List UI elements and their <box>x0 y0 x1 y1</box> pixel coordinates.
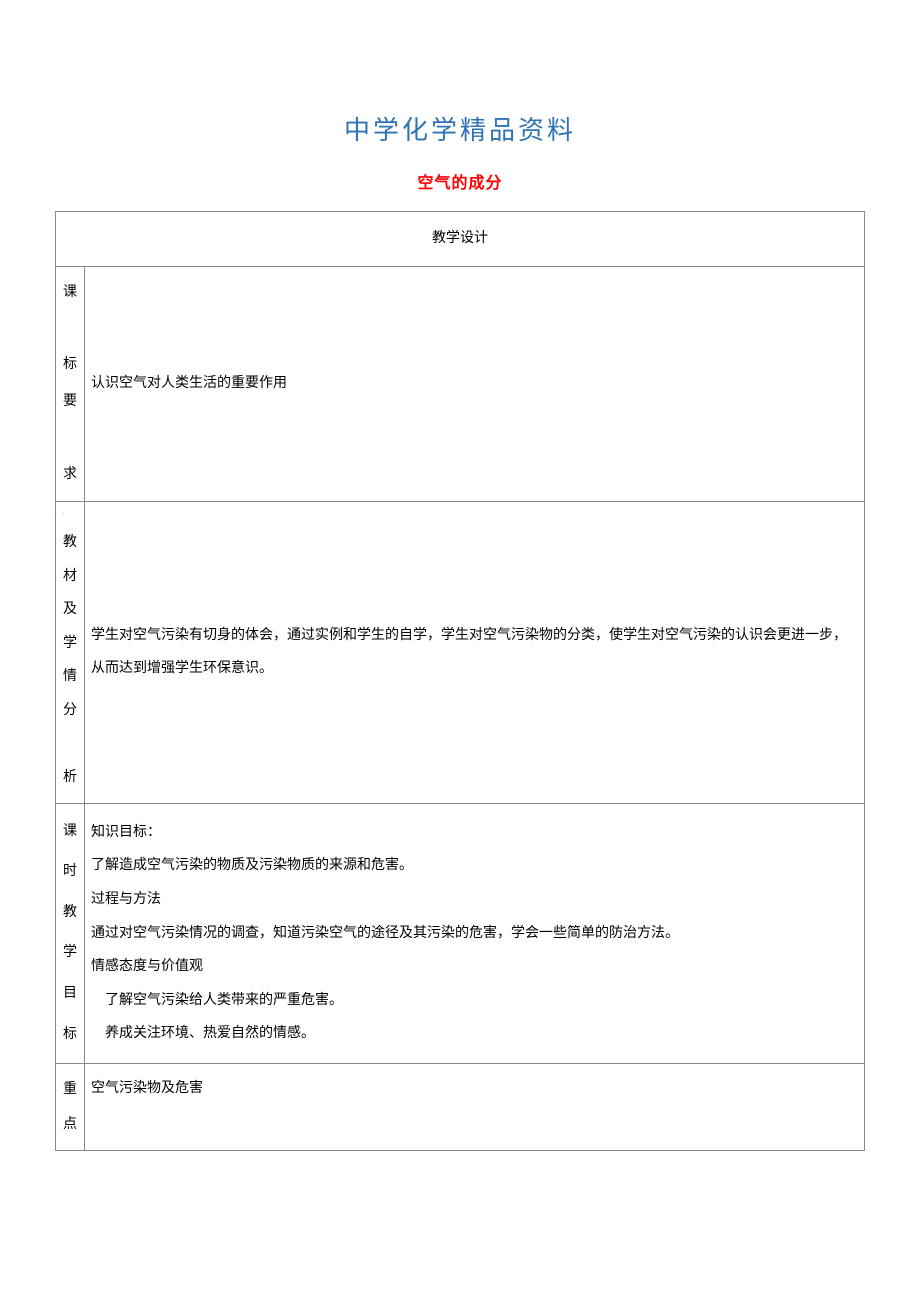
objective-line: 了解空气污染给人类带来的严重危害。 <box>91 984 858 1018</box>
row-content-analysis: 学生对空气污染有切身的体会，通过实例和学生的自学，学生对空气污染物的分类，使学生… <box>85 501 865 803</box>
row-content-keypoint: 空气污染物及危害 <box>85 1064 865 1151</box>
table-row: 重点 空气污染物及危害 <box>56 1064 865 1151</box>
table-header-cell: 教学设计 <box>56 212 865 267</box>
table-header-row: 教学设计 <box>56 212 865 267</box>
dash-marker: - <box>62 510 78 518</box>
row-label-objectives: 课时教学目标 <box>56 803 85 1064</box>
table-row: - 教材及学情分析 学生对空气污染有切身的体会，通过实例和学生的自学，学生对空气… <box>56 501 865 803</box>
table-row: 课标要求 认识空气对人类生活的重要作用 <box>56 266 865 501</box>
row-label-analysis: - 教材及学情分析 <box>56 501 85 803</box>
objective-line: 了解造成空气污染的物质及污染物质的来源和危害。 <box>91 849 858 883</box>
row-label-keypoint: 重点 <box>56 1064 85 1151</box>
row-content-objectives: 知识目标： 了解造成空气污染的物质及污染物质的来源和危害。 过程与方法 通过对空… <box>85 803 865 1064</box>
page-title: 中学化学精品资料 <box>55 110 865 147</box>
page-subtitle: 空气的成分 <box>55 169 865 193</box>
objective-line: 知识目标： <box>91 816 858 850</box>
row-content-standard: 认识空气对人类生活的重要作用 <box>85 266 865 501</box>
objective-line: 过程与方法 <box>91 883 858 917</box>
table-row: 课时教学目标 知识目标： 了解造成空气污染的物质及污染物质的来源和危害。 过程与… <box>56 803 865 1064</box>
row-label-standard: 课标要求 <box>56 266 85 501</box>
objective-line: 养成关注环境、热爱自然的情感。 <box>91 1017 858 1051</box>
objective-line: 情感态度与价值观 <box>91 950 858 984</box>
lesson-plan-table: 教学设计 课标要求 认识空气对人类生活的重要作用 - 教材及学情分析 学生对空气… <box>55 211 865 1151</box>
objective-line: 通过对空气污染情况的调查，知道污染空气的途径及其污染的危害，学会一些简单的防治方… <box>91 917 858 951</box>
